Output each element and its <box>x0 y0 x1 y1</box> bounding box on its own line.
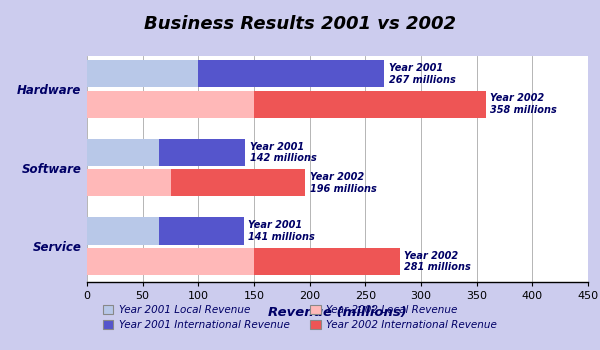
Text: Year 2001
141 millions: Year 2001 141 millions <box>248 220 315 242</box>
Bar <box>160 139 245 166</box>
Text: Year 2001
267 millions: Year 2001 267 millions <box>389 63 455 85</box>
Bar <box>87 91 254 118</box>
Text: Business Results 2001 vs 2002: Business Results 2001 vs 2002 <box>144 15 456 33</box>
Bar <box>254 91 485 118</box>
Text: Year 2002
358 millions: Year 2002 358 millions <box>490 93 557 115</box>
Bar <box>87 169 170 196</box>
Bar <box>254 248 400 275</box>
Bar <box>87 248 254 275</box>
Text: Year 2002
196 millions: Year 2002 196 millions <box>310 172 376 194</box>
Bar <box>160 217 244 245</box>
Text: Year 2001
142 millions: Year 2001 142 millions <box>250 142 316 163</box>
Bar <box>87 60 199 87</box>
X-axis label: Revenue (millions): Revenue (millions) <box>268 306 407 319</box>
Bar <box>199 60 384 87</box>
Text: Year 2002
281 millions: Year 2002 281 millions <box>404 251 471 272</box>
Legend: Year 2001 Local Revenue, Year 2001 International Revenue, Year 2002 Local Revenu: Year 2001 Local Revenue, Year 2001 Inter… <box>99 301 501 334</box>
Bar <box>87 139 160 166</box>
Bar <box>87 217 160 245</box>
Bar <box>170 169 305 196</box>
